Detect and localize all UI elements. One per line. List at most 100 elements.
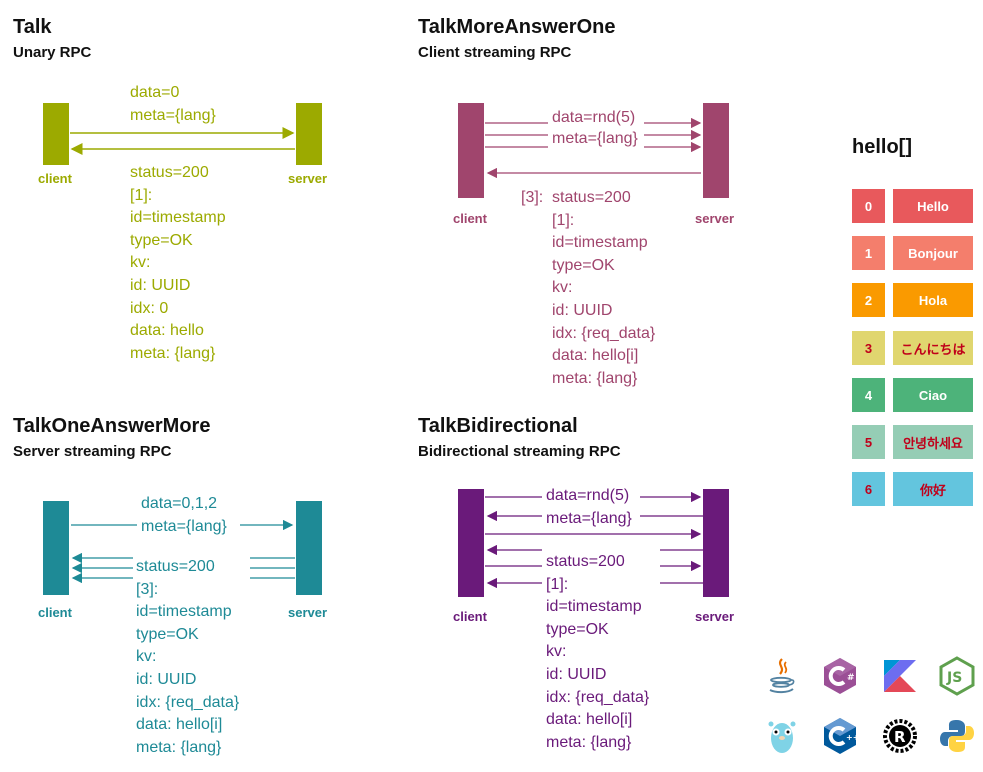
hello-word-cell: こんにちは — [893, 331, 973, 365]
mao-request-line: meta={lang} — [552, 130, 638, 147]
talk-response-line: kv: — [130, 254, 151, 272]
bidi-server-bar — [703, 489, 729, 597]
talk-response-line: id=timestamp — [130, 209, 226, 227]
oam-response-line: [3]: — [136, 580, 159, 598]
mao-response-line: status=200 — [552, 189, 631, 206]
hello-index-cell: 4 — [852, 378, 885, 412]
oam-response-line: id: UUID — [136, 670, 197, 688]
bidi-request-line: data=rnd(5) — [546, 487, 630, 504]
bidi-response-line: status=200 — [546, 553, 625, 570]
svg-text:JS: JS — [946, 670, 962, 686]
bidi-response-line: idx: {req_data} — [546, 688, 650, 706]
bidi-title: TalkBidirectional — [418, 415, 578, 437]
talk-response-line: idx: 0 — [130, 299, 169, 317]
oam-server-bar — [296, 501, 322, 595]
bidi-request: data=rnd(5) meta={lang} — [546, 485, 632, 530]
mao-subtitle: Client streaming RPC — [418, 44, 572, 61]
oam-response-line: kv: — [136, 648, 157, 666]
mao-server-label: server — [695, 211, 735, 226]
oam-response-line: data: hello[i] — [136, 716, 223, 734]
oam-response: status=200 [3]: id=timestamp type=OK kv:… — [136, 556, 239, 759]
mao-response-line: type=OK — [552, 256, 615, 274]
hello-word-cell: Hola — [893, 283, 973, 317]
hello-index-cell: 2 — [852, 283, 885, 317]
talk-title: Talk — [13, 16, 52, 38]
hello-index-cell: 6 — [852, 472, 885, 506]
talk-response-line: meta: {lang} — [130, 344, 216, 362]
talk-response-line: data: hello — [130, 322, 204, 340]
mao-response-line: meta: {lang} — [552, 369, 638, 387]
bidi-response: status=200 [1]: id=timestamp type=OK kv:… — [546, 551, 649, 754]
bidi-response-line: [1]: — [546, 575, 569, 593]
bidi-response-line: data: hello[i] — [546, 711, 633, 729]
hello-word-cell: Hello — [893, 189, 973, 223]
oam-response-line: meta: {lang} — [136, 738, 222, 756]
oam-request-line: meta={lang} — [141, 517, 227, 535]
hello-title: hello[] — [852, 136, 912, 158]
mao-title: TalkMoreAnswerOne — [418, 16, 616, 38]
mao-request-line: data=rnd(5) — [552, 109, 636, 126]
hello-index-cell: 3 — [852, 331, 885, 365]
oam-response-line: status=200 — [136, 558, 215, 575]
oam-title: TalkOneAnswerMore — [13, 415, 211, 437]
rust-icon: R — [883, 719, 917, 753]
oam-server-label: server — [288, 605, 328, 620]
bidi-request-line: meta={lang} — [546, 509, 632, 527]
talk-request: data=0 meta={lang} — [130, 82, 216, 127]
mao-client-label: client — [453, 211, 487, 226]
hello-index-cell: 5 — [852, 425, 885, 459]
python-icon — [940, 720, 974, 752]
mao-response-line: data: hello[i] — [552, 347, 639, 365]
mao-server-bar — [703, 103, 729, 198]
mao-response-line: kv: — [552, 279, 573, 297]
bidi-response-line: meta: {lang} — [546, 733, 632, 751]
mao-response: status=200 [1]: id=timestamp type=OK kv:… — [552, 187, 655, 390]
talk-server-label: server — [288, 171, 328, 186]
bidi-response-line: id=timestamp — [546, 598, 642, 616]
hello-word-cell: Ciao — [893, 378, 973, 412]
oam-response-line: id=timestamp — [136, 603, 232, 621]
talk-subtitle: Unary RPC — [13, 44, 92, 61]
talk-response-line: type=OK — [130, 231, 193, 249]
kotlin-icon — [884, 660, 916, 692]
svg-text:#: # — [847, 673, 855, 683]
talk-response-line: [1]: — [130, 186, 153, 204]
bidi-response-line: type=OK — [546, 620, 609, 638]
talk-client-bar — [43, 103, 69, 165]
csharp-icon: # — [824, 658, 856, 694]
talk-response: status=200 [1]: id=timestamp type=OK kv:… — [130, 162, 226, 365]
oam-client-bar — [43, 501, 69, 595]
hello-word-cell: 안녕하세요 — [893, 425, 973, 459]
oam-request-line: data=0,1,2 — [141, 495, 218, 512]
mao-response-line: [1]: — [552, 211, 575, 229]
svg-text:R: R — [894, 728, 906, 746]
mao-client-bar — [458, 103, 484, 198]
oam-client-label: client — [38, 605, 72, 620]
oam-response-line: type=OK — [136, 625, 199, 643]
svg-text:++: ++ — [846, 733, 859, 742]
mao-count: [3]: — [521, 189, 544, 206]
hello-index-cell: 0 — [852, 189, 885, 223]
bidi-server-label: server — [695, 609, 735, 624]
hello-word-cell: Bonjour — [893, 236, 973, 270]
bidi-response-line: kv: — [546, 643, 567, 661]
bidi-subtitle: Bidirectional streaming RPC — [418, 443, 621, 460]
oam-response-line: idx: {req_data} — [136, 693, 240, 711]
bidi-client-bar — [458, 489, 484, 597]
mao-response-line: id: UUID — [552, 301, 613, 319]
mao-response-line: id=timestamp — [552, 234, 648, 252]
mao-request: data=rnd(5) meta={lang} — [552, 107, 638, 149]
talk-request-line: data=0 — [130, 84, 180, 101]
nodejs-icon: JS — [939, 656, 975, 696]
go-icon — [768, 721, 796, 753]
java-icon — [769, 658, 795, 694]
oam-subtitle: Server streaming RPC — [13, 443, 172, 460]
talk-request-line: meta={lang} — [130, 106, 216, 124]
mao-response-line: idx: {req_data} — [552, 324, 656, 342]
hello-index-cell: 1 — [852, 236, 885, 270]
cpp-icon: ++ — [824, 718, 859, 754]
talk-response-line: id: UUID — [130, 276, 191, 294]
bidi-client-label: client — [453, 609, 487, 624]
bidi-response-line: id: UUID — [546, 665, 607, 683]
